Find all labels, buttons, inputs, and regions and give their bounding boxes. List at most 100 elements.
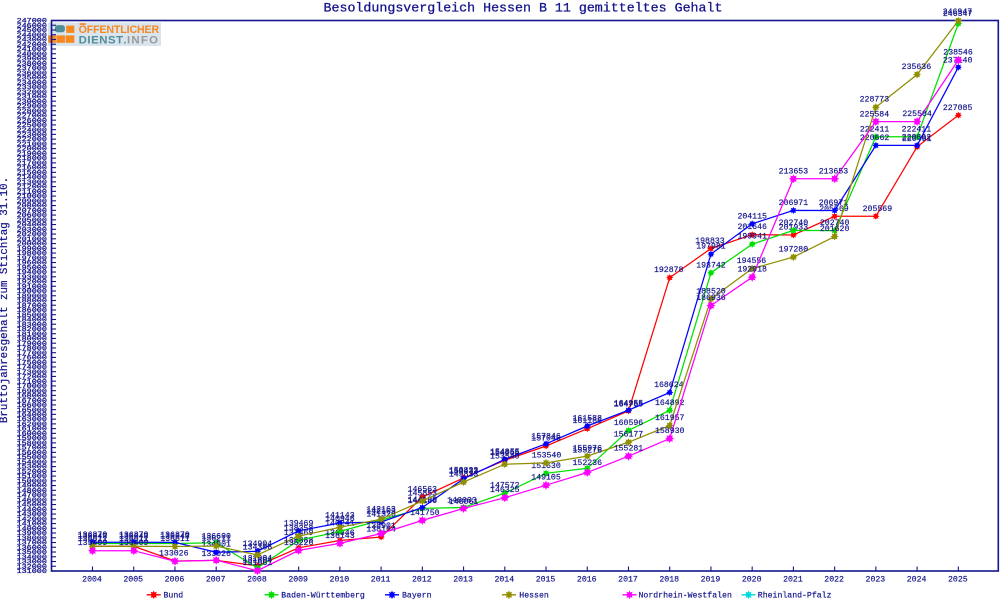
svg-text:194000: 194000 <box>17 269 48 276</box>
svg-text:136000: 136000 <box>17 544 48 551</box>
svg-text:2017: 2017 <box>618 576 638 585</box>
svg-text:246347: 246347 <box>943 10 973 19</box>
svg-text:136870: 136870 <box>160 531 190 540</box>
svg-text:149833: 149833 <box>449 471 479 480</box>
svg-text:164955: 164955 <box>614 399 644 408</box>
svg-text:Hessen: Hessen <box>519 592 549 600</box>
svg-text:171000: 171000 <box>17 378 48 385</box>
svg-text:Nordrhein-Westfalen: Nordrhein-Westfalen <box>639 591 732 600</box>
svg-text:146000: 146000 <box>17 497 48 504</box>
svg-text:137000: 137000 <box>17 540 48 547</box>
svg-text:174000: 174000 <box>17 364 48 371</box>
svg-text:2014: 2014 <box>494 576 514 585</box>
svg-text:236000: 236000 <box>17 70 48 77</box>
svg-text:147572: 147572 <box>490 482 520 491</box>
svg-text:2019: 2019 <box>701 576 721 585</box>
svg-text:187000: 187000 <box>17 302 48 309</box>
svg-text:133026: 133026 <box>159 550 189 559</box>
svg-text:229000: 229000 <box>17 103 48 110</box>
svg-text:2016: 2016 <box>577 576 597 585</box>
svg-text:209000: 209000 <box>17 198 48 205</box>
svg-text:242000: 242000 <box>17 41 48 48</box>
svg-text:133000: 133000 <box>17 559 48 566</box>
svg-text:131000: 131000 <box>17 568 48 575</box>
svg-text:156000: 156000 <box>17 449 48 456</box>
svg-text:Rheinland-Pfalz: Rheinland-Pfalz <box>758 591 832 600</box>
svg-text:165000: 165000 <box>17 407 48 414</box>
svg-text:DIENST: DIENST <box>79 34 124 46</box>
svg-text:163000: 163000 <box>17 416 48 423</box>
svg-text:194556: 194556 <box>737 257 767 266</box>
svg-text:160596: 160596 <box>614 419 644 428</box>
svg-text:152236: 152236 <box>573 459 603 468</box>
svg-text:243000: 243000 <box>17 37 48 44</box>
svg-text:141143: 141143 <box>325 512 355 521</box>
svg-text:Bayern: Bayern <box>402 592 432 600</box>
svg-text:237000: 237000 <box>17 65 48 72</box>
svg-text:198000: 198000 <box>17 250 48 257</box>
svg-text:153540: 153540 <box>490 453 520 462</box>
svg-text:225584: 225584 <box>902 110 932 119</box>
svg-text:222411: 222411 <box>860 125 890 134</box>
svg-text:238000: 238000 <box>17 60 48 67</box>
svg-text:INFO: INFO <box>127 34 158 46</box>
svg-text:136211: 136211 <box>201 535 231 544</box>
svg-text:172000: 172000 <box>17 374 48 381</box>
svg-text:166000: 166000 <box>17 402 48 409</box>
svg-text:168624: 168624 <box>654 381 684 390</box>
svg-text:2025: 2025 <box>948 576 968 585</box>
svg-text:2020: 2020 <box>742 576 762 585</box>
svg-text:193742: 193742 <box>696 261 726 270</box>
svg-text:210000: 210000 <box>17 193 48 200</box>
svg-text:138000: 138000 <box>17 535 48 542</box>
svg-text:204000: 204000 <box>17 222 48 229</box>
svg-text:2021: 2021 <box>783 576 803 585</box>
svg-text:150000: 150000 <box>17 478 48 485</box>
svg-text:232000: 232000 <box>17 89 48 96</box>
svg-text:203000: 203000 <box>17 226 48 233</box>
svg-text:134000: 134000 <box>17 554 48 561</box>
svg-text:168000: 168000 <box>17 393 48 400</box>
svg-text:164755: 164755 <box>614 401 644 410</box>
svg-text:181000: 181000 <box>17 331 48 338</box>
svg-text:188520: 188520 <box>696 287 726 296</box>
svg-text:Bund: Bund <box>164 591 184 600</box>
svg-text:2008: 2008 <box>247 576 267 585</box>
svg-text:160000: 160000 <box>17 430 48 437</box>
svg-text:153000: 153000 <box>17 464 48 471</box>
svg-text:162000: 162000 <box>17 421 48 428</box>
svg-text:2023: 2023 <box>866 576 886 585</box>
svg-text:200000: 200000 <box>17 241 48 248</box>
svg-text:191000: 191000 <box>17 283 48 290</box>
svg-text:142103: 142103 <box>366 507 396 516</box>
svg-text:233000: 233000 <box>17 84 48 91</box>
svg-text:246000: 246000 <box>17 22 48 29</box>
svg-text:146325: 146325 <box>490 486 520 495</box>
svg-text:OFFENTLICHER: OFFENTLICHER <box>79 24 160 36</box>
svg-text:228000: 228000 <box>17 108 48 115</box>
svg-text:2010: 2010 <box>330 576 350 585</box>
svg-text:143000: 143000 <box>17 511 48 518</box>
svg-text:213653: 213653 <box>819 167 849 176</box>
svg-text:.: . <box>123 34 126 46</box>
svg-text:153540: 153540 <box>532 451 562 460</box>
svg-text:217000: 217000 <box>17 160 48 167</box>
svg-text:150433: 150433 <box>449 468 479 477</box>
svg-text:146563: 146563 <box>408 486 438 495</box>
svg-text:202740: 202740 <box>779 219 809 228</box>
svg-text:207000: 207000 <box>17 207 48 214</box>
svg-text:205000: 205000 <box>17 217 48 224</box>
svg-text:225584: 225584 <box>860 111 890 120</box>
svg-text:214000: 214000 <box>17 174 48 181</box>
svg-text:230000: 230000 <box>17 98 48 105</box>
svg-text:156177: 156177 <box>614 431 644 440</box>
svg-text:212000: 212000 <box>17 184 48 191</box>
svg-text:142000: 142000 <box>17 516 48 523</box>
svg-text:134904: 134904 <box>243 540 273 549</box>
svg-text:198833: 198833 <box>695 237 725 246</box>
svg-text:144000: 144000 <box>17 506 48 513</box>
svg-text:152000: 152000 <box>17 468 48 475</box>
svg-text:240000: 240000 <box>17 51 48 58</box>
svg-text:238546: 238546 <box>943 49 973 58</box>
svg-text:206000: 206000 <box>17 212 48 219</box>
